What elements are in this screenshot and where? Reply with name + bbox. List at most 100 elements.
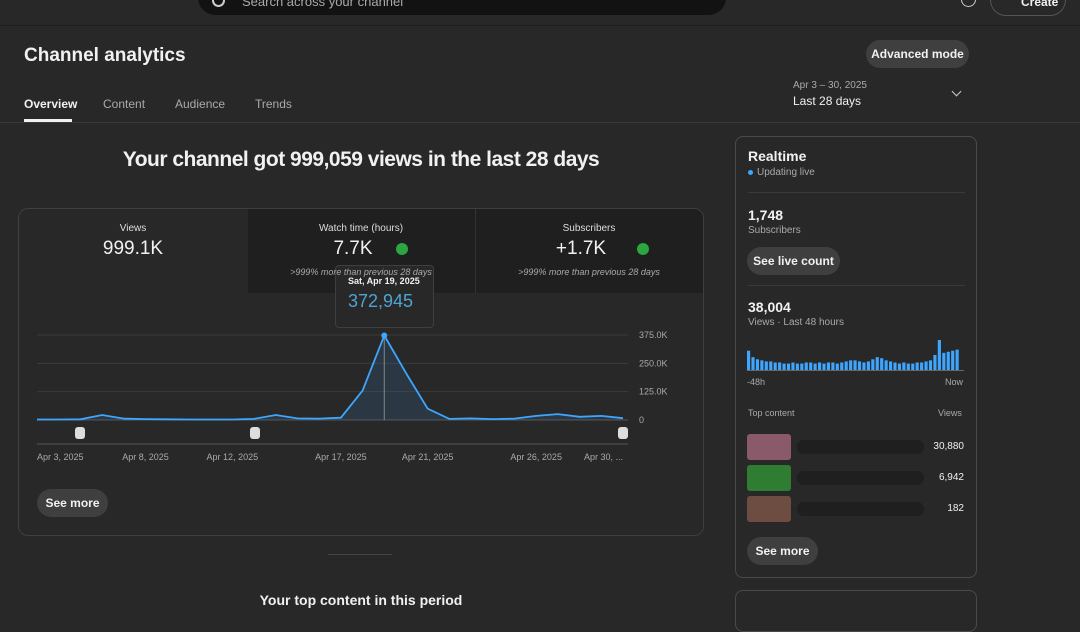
top-content-title: Top content bbox=[748, 408, 795, 418]
realtime-card bbox=[735, 136, 977, 578]
see-live-count-button[interactable]: See live count bbox=[747, 247, 840, 275]
thumbnail[interactable] bbox=[747, 465, 791, 491]
realtime-chart bbox=[747, 340, 964, 371]
metric-value: 7.7K bbox=[333, 238, 373, 259]
bar bbox=[915, 362, 919, 370]
metric-value: 999.1K bbox=[102, 238, 164, 259]
tab[interactable]: Trends bbox=[255, 97, 292, 111]
bar bbox=[853, 360, 857, 370]
tooltip-value: 372,945 bbox=[348, 291, 414, 311]
y-tick-label: 250.0K bbox=[639, 358, 668, 368]
bar bbox=[786, 363, 791, 370]
bar bbox=[866, 361, 870, 370]
bar bbox=[955, 349, 959, 370]
divider bbox=[748, 192, 965, 193]
bar bbox=[862, 362, 866, 370]
line-area bbox=[37, 335, 623, 420]
bar bbox=[857, 361, 862, 370]
bar bbox=[791, 362, 795, 370]
top-content-heading: Your top content in this period bbox=[259, 592, 463, 608]
bar bbox=[755, 359, 760, 370]
bar bbox=[942, 352, 946, 370]
bar bbox=[880, 358, 884, 370]
bar bbox=[902, 362, 906, 370]
bar bbox=[897, 363, 902, 370]
views-label: Views · Last 48 hours bbox=[748, 317, 844, 328]
tooltip-title: Sat, Apr 19, 2025 bbox=[348, 276, 420, 286]
tab-underline bbox=[24, 119, 72, 122]
search-box[interactable] bbox=[198, 0, 726, 15]
bar bbox=[951, 350, 955, 370]
metric-label: Views bbox=[119, 223, 147, 234]
divider bbox=[748, 285, 965, 286]
up-arrow-icon bbox=[637, 243, 649, 255]
bar bbox=[782, 363, 786, 370]
advanced-mode-button[interactable]: Advanced mode bbox=[866, 40, 969, 68]
bar bbox=[747, 350, 751, 370]
realtime-title: Realtime bbox=[748, 148, 807, 164]
line bbox=[37, 333, 624, 421]
bar bbox=[884, 360, 888, 370]
redacted-title bbox=[797, 471, 924, 485]
see-more-button[interactable]: See more bbox=[747, 537, 818, 565]
bar bbox=[795, 363, 799, 370]
divider bbox=[0, 122, 1080, 123]
bar bbox=[937, 340, 941, 370]
headline: Your channel got 999,059 views in the la… bbox=[122, 148, 600, 171]
bar bbox=[889, 361, 893, 370]
views-count: 38,004 bbox=[748, 299, 791, 315]
page-title: Channel analytics bbox=[24, 45, 186, 66]
metric-note: >999% more than previous 28 days bbox=[290, 267, 432, 277]
bar bbox=[778, 362, 782, 370]
bar bbox=[764, 361, 768, 370]
tab[interactable]: Content bbox=[103, 97, 146, 111]
tooltip bbox=[335, 265, 434, 328]
shorts-marker-icon bbox=[75, 427, 85, 439]
tab[interactable]: Audience bbox=[175, 97, 226, 111]
bar bbox=[822, 363, 826, 370]
see-more-button[interactable]: See more bbox=[37, 489, 108, 517]
top-content-column: Views bbox=[938, 408, 962, 418]
views-value: 30,880 bbox=[933, 441, 964, 452]
redacted-title bbox=[797, 440, 924, 454]
dropdown-arrow[interactable] bbox=[951, 86, 962, 97]
bar bbox=[920, 362, 924, 370]
thumbnail[interactable] bbox=[747, 434, 791, 460]
redacted-title bbox=[797, 502, 924, 516]
shorts-marker-icon bbox=[618, 427, 628, 439]
bar bbox=[813, 363, 817, 370]
views-value: 6,942 bbox=[938, 472, 964, 483]
x-tick-label: Apr 17, 2025 bbox=[315, 452, 367, 462]
realtime-status: Updating live bbox=[757, 167, 815, 178]
bar bbox=[773, 362, 777, 370]
create-label: Create bbox=[1021, 0, 1059, 9]
metric-separator bbox=[475, 209, 476, 293]
x-tick-label: Apr 3, 2025 bbox=[37, 452, 84, 462]
bar bbox=[928, 360, 933, 370]
bar bbox=[933, 355, 937, 370]
latest-card bbox=[735, 590, 977, 632]
search-icon bbox=[212, 0, 225, 7]
subscriber-count: 1,748 bbox=[748, 207, 784, 223]
bar bbox=[769, 361, 773, 370]
x-tick-label: Apr 30, ... bbox=[584, 452, 623, 462]
date-range: Apr 3 – 30, 2025 bbox=[793, 80, 867, 91]
x-label: Now bbox=[945, 377, 964, 387]
thumbnail[interactable] bbox=[747, 496, 791, 522]
bar bbox=[809, 362, 813, 370]
x-label: -48h bbox=[747, 377, 766, 387]
bar bbox=[893, 362, 897, 370]
bar bbox=[849, 360, 853, 370]
hover-point bbox=[381, 332, 388, 339]
up-arrow-icon bbox=[396, 243, 408, 255]
section-divider bbox=[328, 554, 392, 555]
y-tick-label: 375.0K bbox=[639, 330, 668, 340]
tab[interactable]: Overview bbox=[24, 97, 78, 111]
x-tick-label: Apr 21, 2025 bbox=[402, 452, 454, 462]
period[interactable]: Last 28 days bbox=[793, 94, 862, 108]
metric-value: +1.7K bbox=[555, 238, 607, 259]
bar bbox=[946, 351, 950, 370]
x-tick-label: Apr 8, 2025 bbox=[122, 452, 169, 462]
bar bbox=[826, 362, 831, 370]
